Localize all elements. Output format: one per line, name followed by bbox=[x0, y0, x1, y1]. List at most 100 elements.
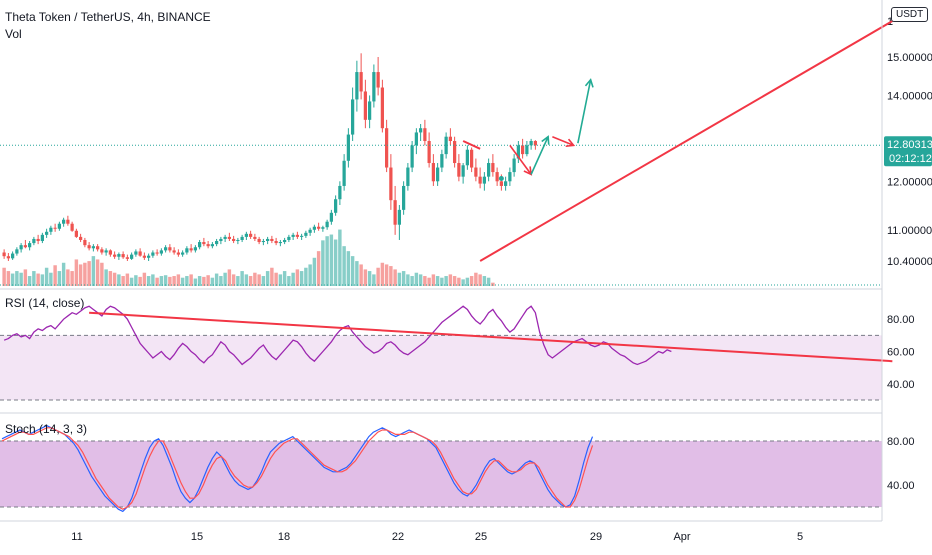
price-pane[interactable]: 10.40000 11.00000 12.00000 14.00000 15.00000… bbox=[0, 16, 932, 290]
volume-bar bbox=[355, 261, 359, 286]
candle-body bbox=[19, 245, 23, 250]
time-tick-label: 29 bbox=[590, 531, 602, 543]
volume-bar bbox=[316, 251, 321, 286]
candle-body bbox=[529, 141, 533, 146]
candle-body bbox=[66, 219, 70, 224]
stoch-label[interactable]: Stoch (14, 3, 3) bbox=[5, 422, 88, 436]
candle-body bbox=[431, 163, 435, 182]
candle-body bbox=[172, 250, 176, 253]
volume-bar bbox=[78, 264, 83, 286]
candle-body bbox=[257, 238, 261, 243]
volume-bar bbox=[53, 265, 57, 286]
symbol-title[interactable]: Theta Token / TetherUS, 4h, BINANCE bbox=[5, 10, 211, 24]
rsi-pane[interactable]: 40.00 60.00 80.00 bbox=[0, 305, 915, 414]
volume-bar bbox=[452, 276, 457, 286]
last-price-countdown: 02:12:12 bbox=[889, 153, 932, 165]
volume-bar bbox=[219, 276, 223, 286]
time-tick-label: 25 bbox=[475, 531, 487, 543]
candle-body bbox=[151, 252, 155, 256]
candle-body bbox=[40, 234, 44, 242]
volume-bar bbox=[83, 262, 87, 286]
candle-body bbox=[147, 255, 151, 258]
volume-bar bbox=[23, 269, 28, 286]
volume-bar bbox=[461, 279, 465, 286]
candle-body bbox=[346, 134, 350, 161]
volume-bar bbox=[244, 274, 249, 286]
volume-bar bbox=[197, 276, 202, 286]
rsi-label[interactable]: RSI (14, close) bbox=[5, 296, 85, 310]
candle-body bbox=[436, 167, 440, 182]
candle-body bbox=[240, 236, 244, 240]
candle-body bbox=[219, 238, 223, 242]
candle-body bbox=[266, 238, 270, 242]
volume-bar bbox=[125, 273, 130, 286]
candle-body bbox=[355, 72, 359, 100]
candle-body bbox=[108, 250, 112, 255]
candle-body bbox=[287, 236, 291, 240]
volume-bar bbox=[325, 236, 329, 286]
candle-body bbox=[142, 255, 146, 258]
volume-bar bbox=[274, 272, 278, 286]
candle-body bbox=[342, 160, 346, 186]
candle-body bbox=[274, 241, 278, 244]
candle-body bbox=[253, 236, 257, 239]
candle-body bbox=[104, 250, 108, 253]
candle-body bbox=[168, 247, 172, 251]
candle-body bbox=[236, 239, 240, 242]
candle-body bbox=[482, 176, 486, 184]
candle-body bbox=[444, 136, 448, 155]
currency-badge[interactable]: USDT bbox=[891, 7, 929, 22]
volume-bar bbox=[393, 269, 397, 286]
price-tick-label: 11.00000 bbox=[887, 225, 932, 237]
volume-bar bbox=[87, 261, 91, 286]
candle-body bbox=[181, 252, 185, 255]
volume-bar bbox=[91, 256, 96, 286]
volume-bar bbox=[40, 274, 45, 286]
volume-bar bbox=[180, 277, 185, 286]
volume-bar bbox=[397, 272, 402, 286]
stoch-pane[interactable]: 40.00 80.00 bbox=[0, 424, 915, 522]
candle-body bbox=[121, 254, 125, 258]
signal-dot bbox=[498, 176, 504, 182]
volume-bar bbox=[27, 276, 32, 286]
volume-bar bbox=[206, 275, 210, 286]
volume-bar bbox=[57, 271, 62, 286]
candle-body bbox=[36, 238, 40, 242]
volume-bar bbox=[342, 246, 346, 286]
time-tick-label: 5 bbox=[797, 531, 803, 543]
candle-body bbox=[478, 176, 482, 184]
projection-arrow bbox=[530, 136, 549, 175]
candle-body bbox=[291, 234, 295, 237]
candle-body bbox=[210, 244, 214, 247]
volume-bar bbox=[6, 271, 11, 286]
volume-bar bbox=[291, 272, 295, 286]
candle-body bbox=[206, 244, 210, 247]
volume-bar bbox=[469, 276, 474, 286]
volume-bar bbox=[70, 271, 74, 286]
volume-bar bbox=[448, 274, 453, 286]
candle-body bbox=[138, 251, 142, 256]
volume-bar bbox=[155, 277, 159, 286]
volume-bar bbox=[304, 267, 308, 286]
volume-bar bbox=[44, 267, 49, 286]
candle-body bbox=[283, 239, 287, 243]
volume-bar bbox=[176, 274, 181, 286]
volume-bar bbox=[261, 276, 266, 286]
volume-bar bbox=[384, 264, 389, 286]
candle-body bbox=[117, 254, 121, 257]
candle-body bbox=[11, 253, 15, 259]
candle-body bbox=[155, 252, 159, 254]
candle-body bbox=[457, 163, 461, 177]
candle-body bbox=[223, 236, 227, 239]
time-tick-label: Apr bbox=[673, 531, 690, 543]
volume-label[interactable]: Vol bbox=[5, 27, 22, 41]
candle-body bbox=[334, 199, 338, 213]
volume-bar bbox=[389, 266, 393, 286]
volume-bar bbox=[295, 269, 300, 286]
price-tick-label: 15.00000 bbox=[887, 52, 932, 64]
candle-body bbox=[508, 172, 512, 182]
volume-bar bbox=[359, 264, 363, 286]
volume-bar bbox=[134, 275, 138, 286]
